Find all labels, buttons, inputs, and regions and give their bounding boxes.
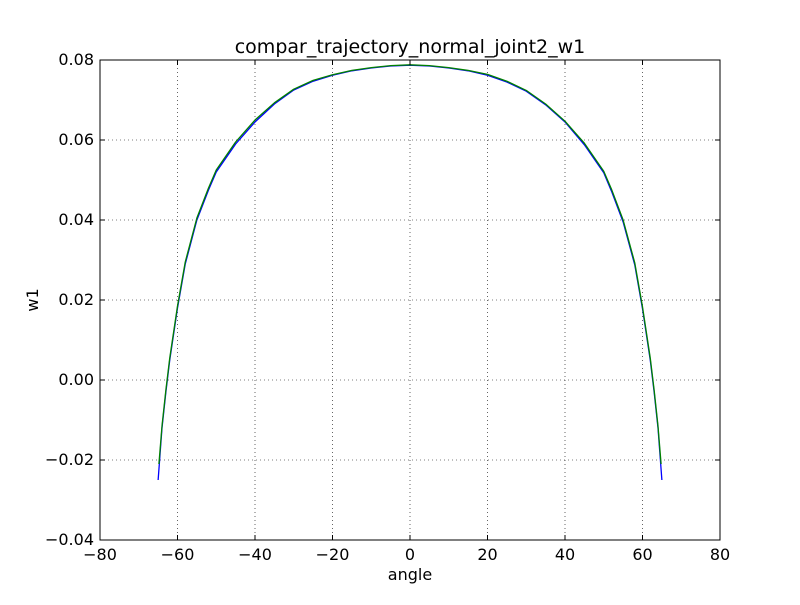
y-tick-label: −0.02 <box>45 450 94 469</box>
x-tick-label: −60 <box>161 545 195 564</box>
y-axis-label: w1 <box>23 288 42 311</box>
x-tick-label: 0 <box>405 545 415 564</box>
chart-title: compar_trajectory_normal_joint2_w1 <box>235 36 586 58</box>
x-tick-label: 80 <box>710 545 730 564</box>
x-tick-label: 20 <box>477 545 497 564</box>
x-tick-label: −80 <box>83 545 117 564</box>
y-tick-label: 0.00 <box>58 370 94 389</box>
y-tick-label: −0.04 <box>45 530 94 549</box>
y-tick-label: 0.04 <box>58 210 94 229</box>
x-tick-label: −20 <box>316 545 350 564</box>
y-tick-label: 0.02 <box>58 290 94 309</box>
y-tick-label: 0.08 <box>58 50 94 69</box>
grid <box>99 59 721 541</box>
x-tick-label: −40 <box>238 545 272 564</box>
y-tick-label: 0.06 <box>58 130 94 149</box>
x-axis-label: angle <box>388 565 432 584</box>
x-tick-label: 60 <box>632 545 652 564</box>
ticks: −80 −60 −40 −20 0 20 40 60 80 −0.04 −0.02 0.00 0.02 0… <box>45 50 730 564</box>
x-tick-label: 40 <box>555 545 575 564</box>
